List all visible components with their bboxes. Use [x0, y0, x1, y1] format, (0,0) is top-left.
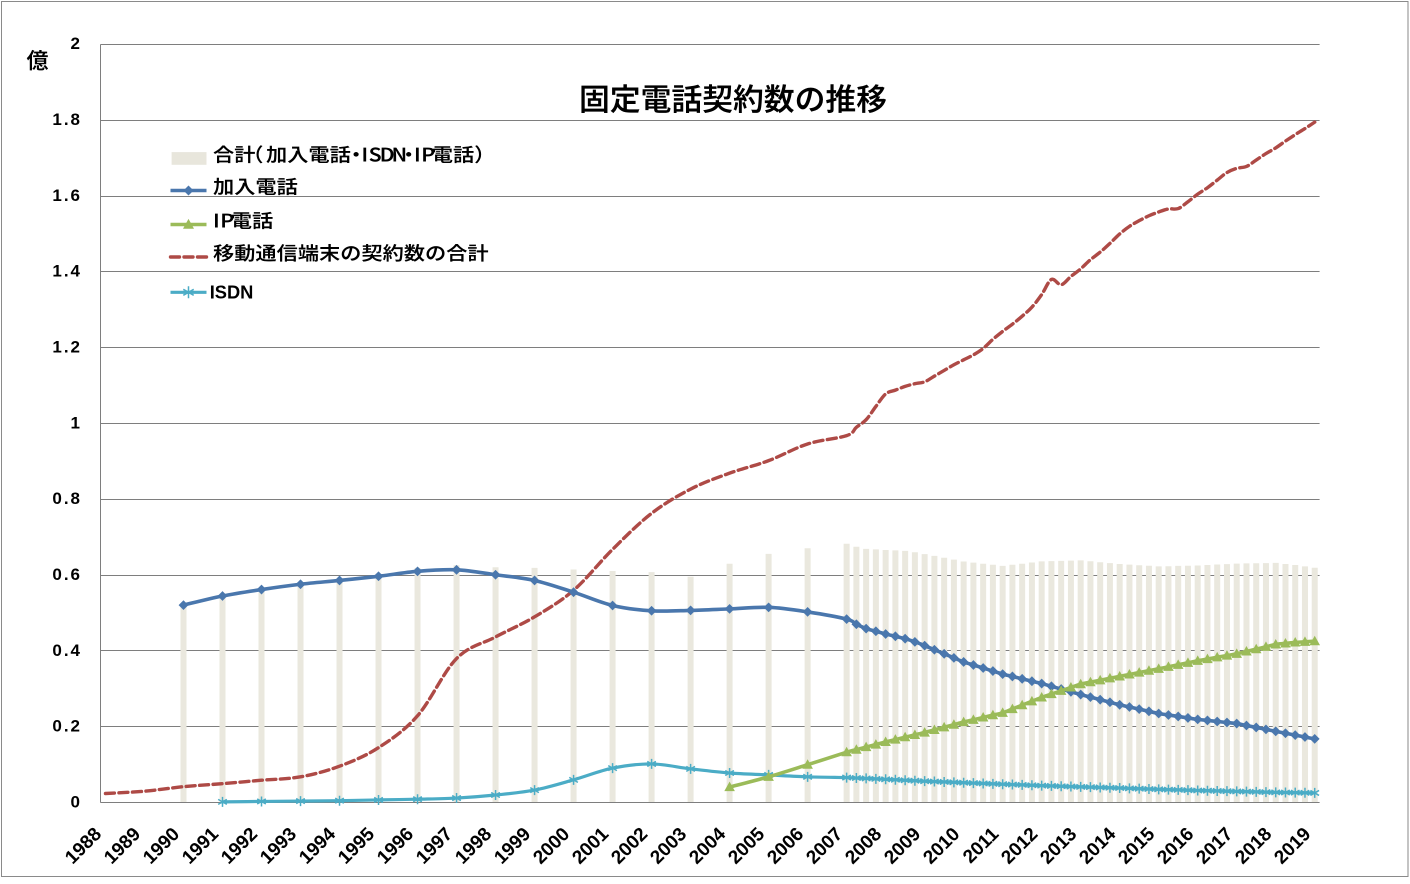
svg-text:1.4: 1.4 [52, 262, 82, 281]
svg-text:1.2: 1.2 [52, 338, 82, 357]
svg-text:1.8: 1.8 [52, 110, 82, 129]
svg-text:0.4: 0.4 [52, 641, 82, 660]
svg-text:ISDN: ISDN [210, 281, 254, 302]
svg-text:1.6: 1.6 [52, 186, 82, 205]
svg-text:0.6: 0.6 [52, 565, 82, 584]
svg-text:0.8: 0.8 [52, 489, 82, 508]
svg-text:0.2: 0.2 [52, 717, 82, 736]
svg-text:2: 2 [71, 34, 82, 53]
svg-text:0: 0 [71, 792, 82, 811]
svg-text:1: 1 [71, 413, 82, 432]
